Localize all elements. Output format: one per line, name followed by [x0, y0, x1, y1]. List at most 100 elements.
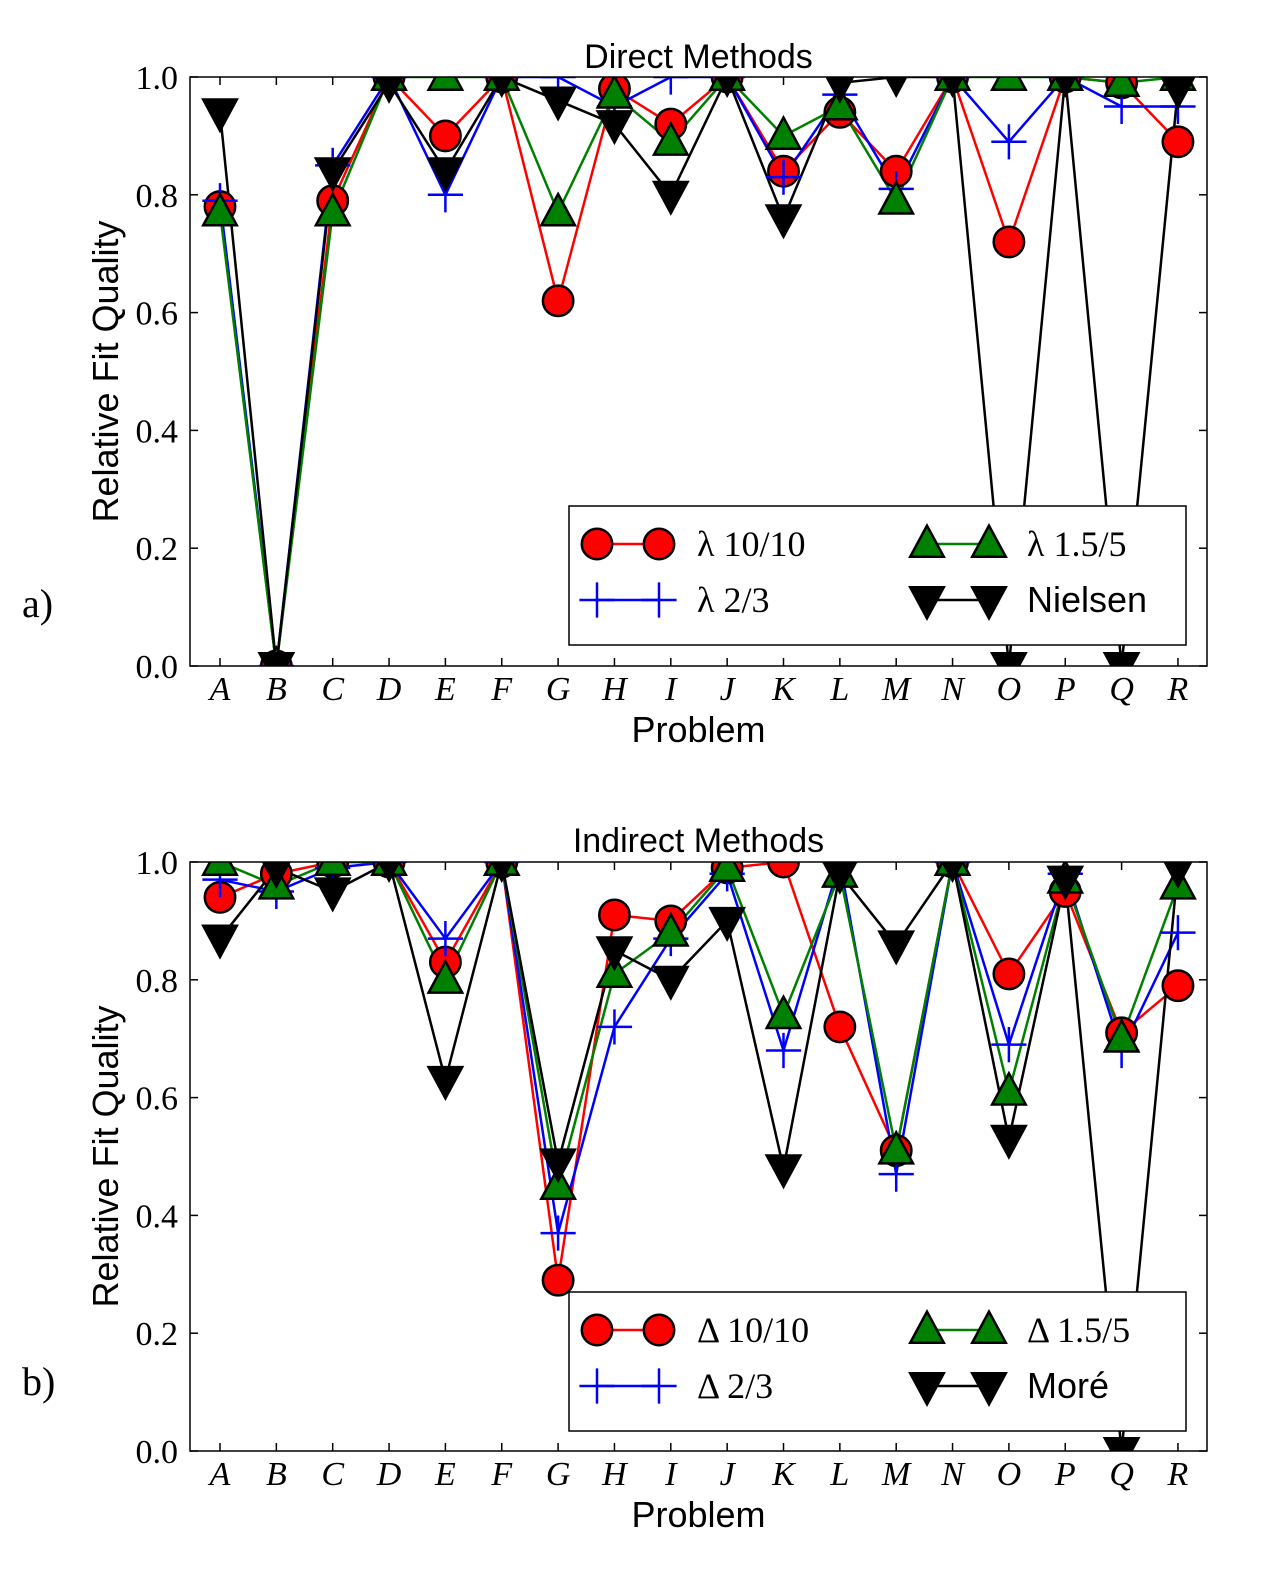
legend-item-delta-1-5-5: Δ 1.5/5 [908, 1308, 1130, 1350]
data-point-lambda-1-5-5-m [877, 179, 916, 215]
y-tick-label: 1.0 [136, 60, 179, 97]
x-tick-label-k: K [771, 1456, 797, 1493]
y-tick-label: 0.8 [136, 178, 179, 215]
data-point-nielsen-p [1053, 77, 1077, 99]
x-tick-label-d: D [376, 1456, 402, 1493]
data-point-nielsen-k [764, 204, 803, 240]
data-point-nielsen-e [426, 157, 465, 193]
legend-box [568, 1291, 1187, 1432]
series-line-delta-2-3 [219, 862, 1180, 1234]
data-point-delta-10-10-r [1161, 969, 1195, 1003]
data-point-delta-1-5-5-k [764, 994, 803, 1030]
data-point-more-h [595, 936, 634, 972]
series-line-delta-1-5-5 [219, 862, 1180, 1187]
data-point-more-c [313, 877, 352, 913]
data-point-nielsen-g [539, 86, 577, 122]
legend-item-nielsen: Nielsen [908, 579, 1147, 622]
x-tick-label-p: P [1054, 1456, 1076, 1493]
data-point-lambda-2-3-k [765, 159, 802, 195]
legend-item-lambda-10-10: λ 10/10 [580, 524, 805, 564]
legend-item-delta-2-3: Δ 2/3 [579, 1366, 773, 1406]
data-point-delta-1-5-5-c [313, 862, 352, 877]
legend-marker [579, 582, 615, 618]
chart-title: Indirect Methods [573, 822, 824, 860]
x-tick-label-a: A [208, 1456, 231, 1493]
legend-marker [579, 1368, 615, 1404]
legend-label-delta-2-3: Δ 2/3 [697, 1366, 773, 1406]
x-tick-label-e: E [434, 1456, 456, 1493]
data-point-nielsen-o [990, 651, 1028, 666]
legend-label-lambda-10-10: λ 10/10 [697, 524, 805, 564]
data-point-delta-1-5-5-q [1102, 1017, 1141, 1053]
legend-item-lambda-2-3: λ 2/3 [579, 580, 769, 620]
y-tick-label: 1.0 [136, 845, 179, 882]
data-point-lambda-1-5-5-i [651, 120, 690, 156]
data-point-nielsen-d [374, 77, 404, 104]
data-point-more-a [201, 924, 239, 960]
legend-label-nielsen: Nielsen [1027, 579, 1147, 620]
legend-label-delta-1-5-5: Δ 1.5/5 [1027, 1310, 1130, 1350]
data-point-lambda-10-10-r [1161, 125, 1195, 159]
legend-item-more: Moré [908, 1365, 1109, 1408]
x-tick-label-r: R [1167, 1456, 1189, 1493]
data-point-lambda-1-5-5-g [539, 191, 577, 227]
data-point-more-n [941, 862, 964, 884]
data-point-more-d [377, 862, 401, 884]
x-tick-label-k: K [771, 671, 797, 708]
legend-marker [908, 1308, 946, 1345]
data-point-nielsen-n [941, 77, 964, 99]
data-point-delta-10-10-l [823, 1010, 857, 1044]
x-tick-label-j: J [720, 1456, 737, 1493]
data-point-more-j [708, 906, 747, 942]
plot-frame [189, 861, 1208, 1452]
series-area [201, 862, 1197, 1451]
x-tick-label-r: R [1167, 671, 1189, 708]
legend-marker [908, 1371, 946, 1408]
y-tick-label: 0.6 [136, 296, 179, 333]
legend: λ 10/10 λ 2/3 λ 1.5/5 Nielsen [568, 505, 1187, 646]
legend-marker [642, 527, 676, 561]
x-tick-label-c: C [321, 1456, 344, 1493]
data-point-more-q [1102, 1436, 1141, 1451]
legend-item-delta-10-10: Δ 10/10 [580, 1310, 809, 1350]
data-point-lambda-1-5-5-k [764, 114, 803, 150]
legend-marker [641, 1368, 677, 1404]
legend-marker [970, 522, 1008, 559]
x-axis-label: Problem [631, 709, 765, 750]
x-tick-label-l: L [829, 671, 849, 708]
data-point-lambda-2-3-i [653, 77, 689, 95]
x-tick-label-p: P [1054, 671, 1076, 708]
legend-marker [642, 1313, 676, 1347]
data-point-more-m [877, 930, 916, 966]
y-tick-label: 0.4 [136, 413, 179, 450]
data-point-nielsen-r [1160, 77, 1196, 110]
y-tick-label: 0.8 [136, 963, 179, 1000]
data-point-lambda-2-3-o [991, 124, 1027, 160]
chart-panel-1: Direct Methods a) Relative Fit Quality Prob… [22, 38, 1208, 750]
chart-title: Direct Methods [584, 38, 813, 76]
data-point-delta-1-5-5-j [708, 862, 747, 882]
data-point-delta-1-5-5-o [990, 1070, 1028, 1106]
x-tick-label-o: O [997, 1456, 1022, 1493]
x-axis-label: Problem [631, 1494, 765, 1535]
data-point-more-e [426, 1065, 465, 1101]
data-point-delta-10-10-k [767, 862, 800, 879]
x-tick-label-d: D [376, 671, 402, 708]
legend-label-lambda-2-3: λ 2/3 [697, 580, 769, 620]
data-point-delta-1-5-5-a [201, 862, 239, 877]
data-point-nielsen-l [825, 77, 855, 104]
x-tick-label-q: Q [1109, 1456, 1134, 1493]
legend-marker [908, 522, 946, 559]
data-point-more-o [990, 1124, 1028, 1160]
legend-marker [970, 585, 1008, 622]
data-point-nielsen-h [595, 110, 634, 146]
data-point-delta-2-3-e [427, 920, 463, 957]
data-point-nielsen-q [1102, 651, 1141, 666]
y-axis-label: Relative Fit Quality [85, 1005, 126, 1307]
x-tick-label-a: A [208, 671, 231, 708]
data-point-delta-1-5-5-e [426, 958, 465, 994]
data-point-delta-1-5-5-m [877, 1129, 916, 1165]
x-tick-label-h: H [601, 671, 629, 708]
